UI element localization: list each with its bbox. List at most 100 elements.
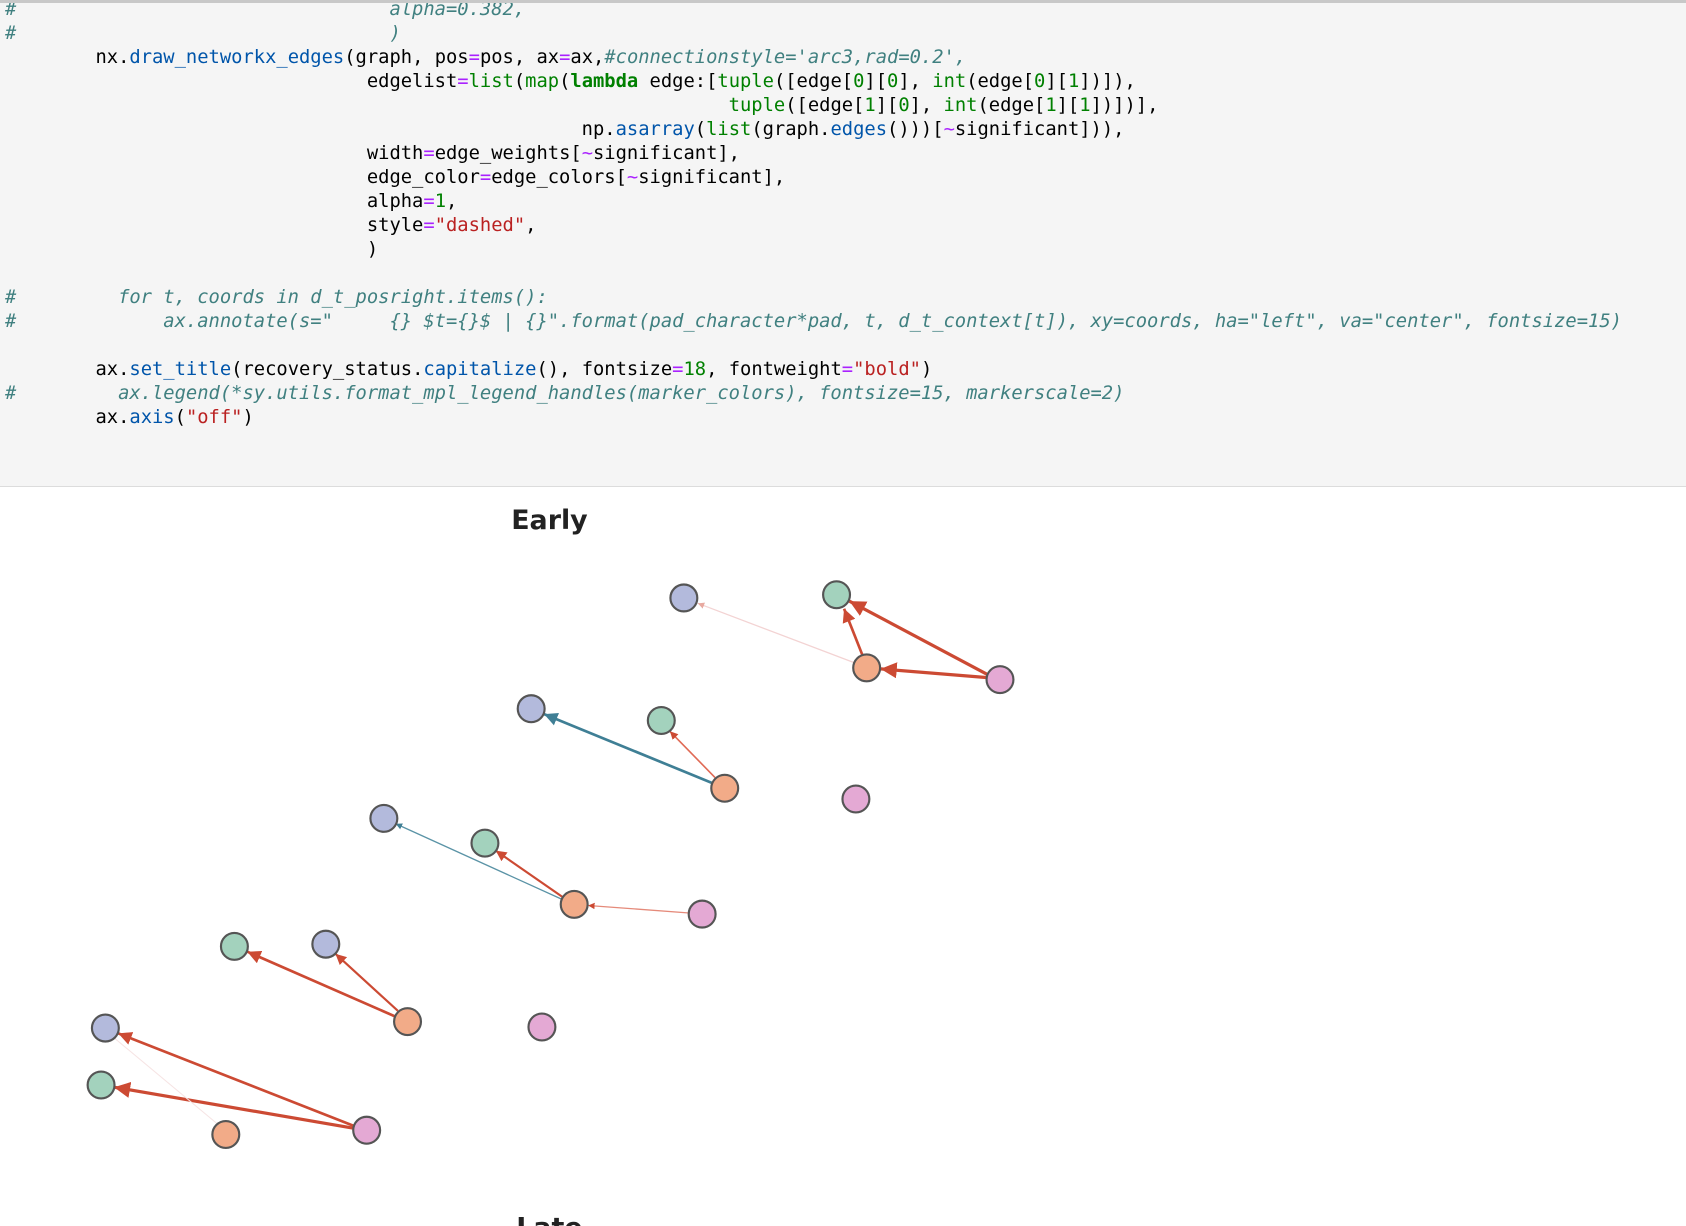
code-line: ) — [5, 238, 1622, 262]
edge — [495, 849, 563, 898]
code-block: # alpha=0.382, # ) nx.draw_networkx_edges… — [5, 0, 1622, 262]
code-line: ax.set_title(recovery_status.capitalize(… — [5, 358, 1622, 382]
code-token: draw_networkx_edges — [129, 47, 345, 68]
code-token: ][ — [864, 71, 888, 92]
code-token: edge_color — [5, 167, 480, 188]
node — [211, 1119, 241, 1150]
code-token: 0 — [887, 71, 899, 92]
code-token: 1 — [1045, 95, 1057, 116]
code-token: ( — [694, 119, 707, 140]
code-token: ], — [909, 95, 944, 116]
code-line: edge_color=edge_colors[~significant], — [5, 166, 1622, 190]
code-line: ax.axis("off") — [5, 406, 1622, 430]
code-token: = — [457, 71, 469, 92]
edge — [697, 602, 854, 664]
node — [352, 1115, 382, 1145]
edge — [848, 599, 988, 676]
code-token: ) — [5, 239, 379, 260]
code-token: list — [468, 71, 514, 92]
code-line: edgelist=list(map(lambda edge:[tuple([ed… — [5, 70, 1622, 94]
code-token: ()))[ — [887, 119, 944, 140]
code-token: axis — [129, 407, 175, 428]
code-token: int — [943, 95, 978, 116]
code-token: 1 — [1079, 95, 1091, 116]
code-token: . — [604, 119, 616, 140]
code-token: = — [559, 47, 571, 68]
code-token: # alpha=0.382, — [5, 0, 526, 20]
code-token: significant], — [593, 143, 740, 164]
node — [559, 889, 589, 919]
code-token: "dashed" — [434, 215, 526, 236]
code-token: edge_weights[ — [434, 143, 582, 164]
code-token: ~ — [581, 143, 593, 164]
node — [710, 773, 740, 803]
code-line: nx.draw_networkx_edges(graph, pos=pos, a… — [5, 46, 1622, 70]
edges — [113, 599, 988, 1130]
code-token: . — [412, 359, 424, 380]
code-token: capitalize — [423, 359, 537, 380]
code-token: significant])), — [954, 119, 1125, 140]
code-token: lambda — [570, 71, 639, 92]
code-line: # ax.annotate(s=" {} $t={}$ | {}".format… — [5, 310, 1622, 334]
code-token: # ) — [5, 23, 401, 44]
plot-title: Late — [516, 1213, 582, 1226]
edge — [246, 950, 396, 1018]
code-cell[interactable]: # alpha=0.382, # ) nx.draw_networkx_edges… — [0, 0, 1686, 487]
code-line: alpha=1, — [5, 190, 1622, 214]
code-editor[interactable]: # alpha=0.382, # ) nx.draw_networkx_edges… — [5, 0, 1622, 454]
code-token: 1 — [1067, 71, 1080, 92]
plot-title: Early — [511, 505, 588, 536]
code-token: (), fontsize — [536, 359, 673, 380]
edge — [880, 662, 987, 680]
code-token: , — [446, 191, 458, 212]
node — [516, 694, 546, 724]
code-token: ])])], — [1090, 95, 1159, 116]
code-line: # ax.legend(*sy.utils.format_mpl_legend_… — [5, 382, 1622, 406]
node — [687, 899, 717, 929]
code-token: (graph — [751, 119, 820, 140]
node — [219, 931, 249, 961]
code-token: #connectionstyle='arc3,rad=0.2', — [604, 47, 967, 68]
code-token: (edge[ — [966, 71, 1035, 92]
code-token: width — [5, 143, 424, 164]
code-token: . — [819, 119, 831, 140]
code-token: = — [423, 191, 435, 212]
edge — [395, 823, 562, 900]
code-token: # for t, coords in d_t_posright.items(): — [5, 287, 548, 308]
code-token: map — [525, 71, 560, 92]
code-token: 1 — [864, 95, 876, 116]
code-token: ) — [920, 359, 933, 380]
code-token: edge_colors[ — [491, 167, 627, 188]
code-token: ax, — [570, 47, 605, 68]
code-token: significant], — [638, 167, 786, 188]
edge — [842, 608, 864, 656]
edge — [588, 902, 690, 914]
code-token: = — [423, 143, 435, 164]
code-token: , fontweight — [706, 359, 842, 380]
node — [369, 803, 399, 833]
code-token: . — [118, 47, 130, 68]
code-token: ][ — [1045, 71, 1068, 92]
code-token: nx — [5, 47, 119, 68]
code-line: np.asarray(list(graph.edges()))[~signifi… — [5, 118, 1622, 142]
code-token: set_title — [129, 359, 232, 380]
node — [669, 583, 699, 613]
code-token: = — [672, 359, 684, 380]
code-line: tuple([edge[1][0], int(edge[1][1])])], — [5, 94, 1622, 118]
node — [985, 665, 1015, 695]
code-block: ax.set_title(recovery_status.capitalize(… — [5, 358, 1622, 430]
edge — [669, 730, 716, 779]
edge — [543, 712, 713, 785]
node — [646, 706, 676, 736]
node — [470, 828, 500, 858]
node — [393, 1007, 423, 1037]
code-token: = — [468, 47, 480, 68]
code-token: (edge[ — [977, 95, 1046, 116]
code-token: , — [525, 215, 537, 236]
nodes — [86, 580, 1015, 1150]
node — [86, 1070, 116, 1100]
code-token: ( — [174, 407, 186, 428]
code-token: ( — [559, 71, 571, 92]
node — [852, 653, 882, 683]
